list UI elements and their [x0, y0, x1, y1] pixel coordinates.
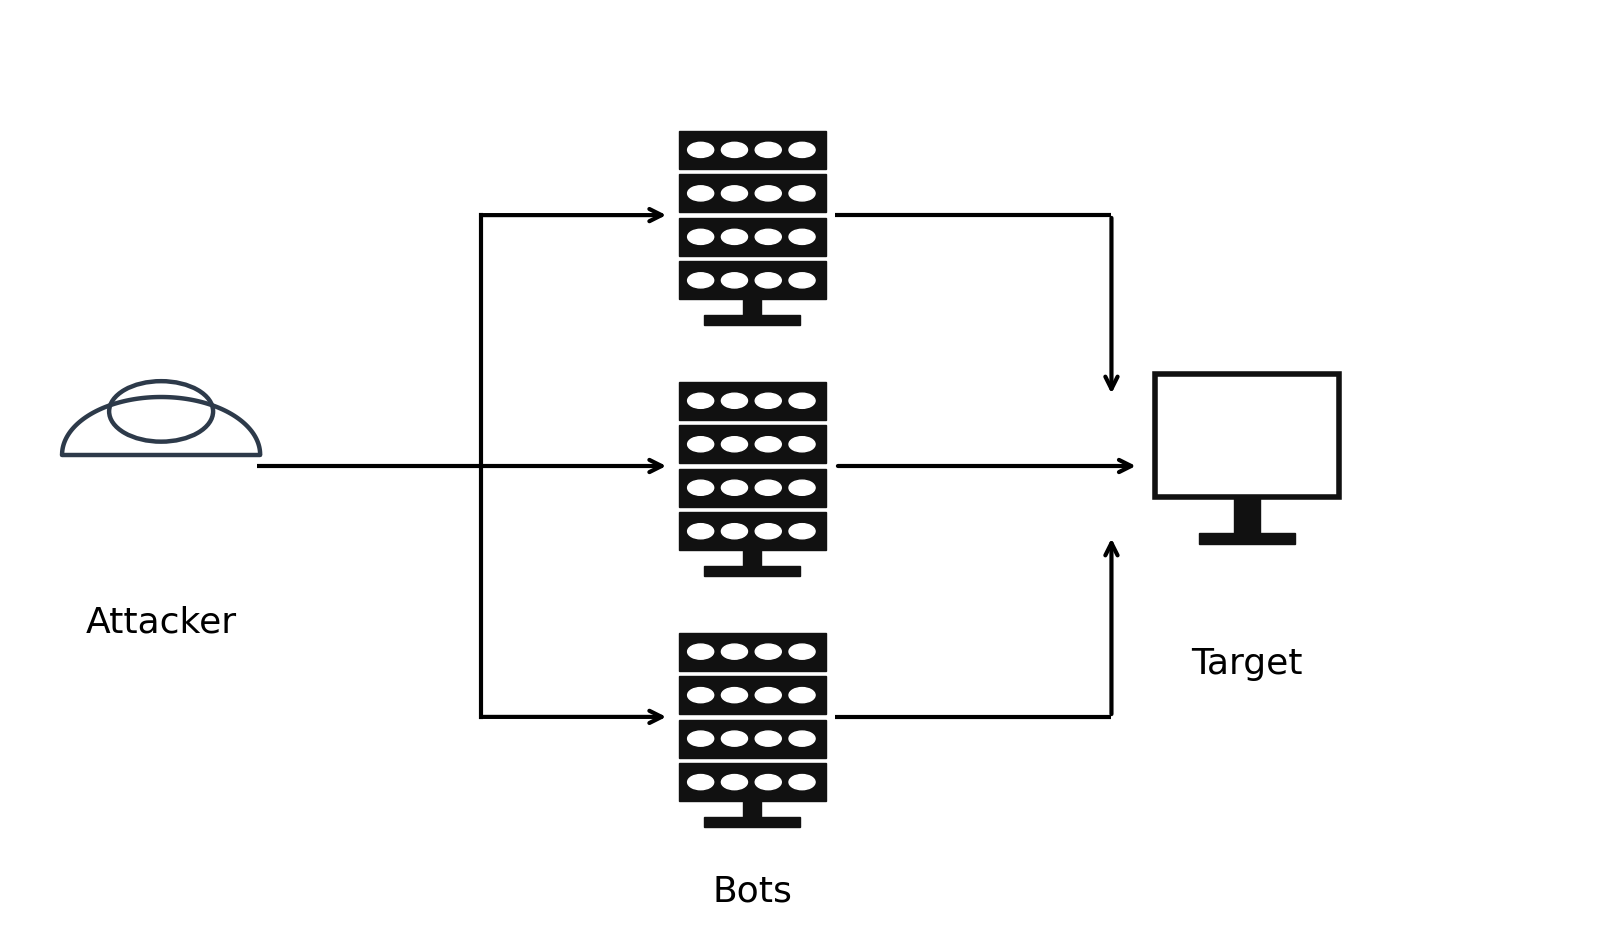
Circle shape — [789, 393, 814, 408]
Circle shape — [722, 437, 747, 452]
Circle shape — [789, 229, 814, 244]
Circle shape — [688, 524, 714, 539]
Circle shape — [688, 688, 714, 703]
Circle shape — [755, 437, 781, 452]
Bar — [678, 425, 826, 463]
Text: Bots: Bots — [712, 875, 792, 909]
Circle shape — [722, 524, 747, 539]
Bar — [678, 720, 826, 758]
Circle shape — [755, 143, 781, 158]
Bar — [678, 633, 826, 671]
Bar — [678, 261, 826, 299]
Circle shape — [688, 437, 714, 452]
Circle shape — [755, 644, 781, 659]
Circle shape — [789, 524, 814, 539]
Circle shape — [688, 731, 714, 747]
Bar — [678, 763, 826, 802]
Circle shape — [789, 143, 814, 158]
Circle shape — [688, 229, 714, 244]
Circle shape — [722, 185, 747, 201]
Circle shape — [722, 644, 747, 659]
Circle shape — [755, 480, 781, 495]
Circle shape — [755, 688, 781, 703]
Bar — [1155, 374, 1339, 497]
Circle shape — [722, 143, 747, 158]
Circle shape — [722, 688, 747, 703]
Circle shape — [722, 229, 747, 244]
Bar — [678, 382, 826, 419]
Circle shape — [722, 731, 747, 747]
Bar — [678, 130, 826, 169]
Circle shape — [789, 480, 814, 495]
Circle shape — [688, 644, 714, 659]
Circle shape — [688, 143, 714, 158]
Polygon shape — [62, 397, 261, 455]
Bar — [1200, 533, 1294, 543]
Circle shape — [755, 229, 781, 244]
Circle shape — [789, 644, 814, 659]
Circle shape — [789, 774, 814, 789]
Bar — [744, 802, 762, 816]
Bar — [678, 174, 826, 212]
Circle shape — [722, 480, 747, 495]
Circle shape — [722, 273, 747, 288]
Circle shape — [688, 393, 714, 408]
Circle shape — [722, 393, 747, 408]
Bar — [704, 315, 800, 325]
Bar — [704, 566, 800, 576]
Circle shape — [789, 688, 814, 703]
Bar — [704, 816, 800, 827]
Circle shape — [688, 480, 714, 495]
Bar — [678, 677, 826, 714]
Bar — [678, 513, 826, 550]
Circle shape — [755, 524, 781, 539]
Circle shape — [755, 731, 781, 747]
Circle shape — [688, 185, 714, 201]
Circle shape — [688, 273, 714, 288]
Circle shape — [789, 437, 814, 452]
Bar — [678, 469, 826, 507]
Circle shape — [755, 185, 781, 201]
Bar — [1234, 497, 1261, 533]
Bar — [744, 550, 762, 566]
Circle shape — [789, 731, 814, 747]
Circle shape — [789, 185, 814, 201]
Circle shape — [722, 774, 747, 789]
Circle shape — [755, 774, 781, 789]
Circle shape — [755, 273, 781, 288]
Circle shape — [789, 273, 814, 288]
Circle shape — [109, 381, 213, 442]
Circle shape — [755, 393, 781, 408]
Bar — [744, 299, 762, 315]
Text: Target: Target — [1192, 647, 1302, 681]
Bar — [678, 218, 826, 255]
Circle shape — [688, 774, 714, 789]
Text: Attacker: Attacker — [85, 606, 237, 639]
